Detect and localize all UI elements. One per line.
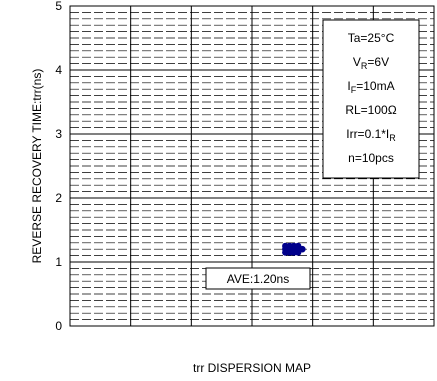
annotation-box xyxy=(205,267,311,290)
y-tick-label: 4 xyxy=(55,63,62,77)
y-tick-label: 2 xyxy=(55,191,62,205)
condition-line: IF=10mA xyxy=(347,79,394,95)
data-points xyxy=(282,242,306,256)
condition-line: Ta=25°C xyxy=(348,31,395,45)
conditions-legend: Ta=25°C VR=6V IF=10mA RL=100Ω Irr=0.1*IR n=10… xyxy=(322,19,420,179)
y-tick-label: 3 xyxy=(55,127,62,141)
x-axis-label: trr DISPERSION MAP xyxy=(193,361,311,375)
data-point xyxy=(294,249,302,256)
plot-frame xyxy=(69,5,435,327)
y-axis-label: REVERSE RECOVERY TIME:trr(ns) xyxy=(30,69,44,264)
average-annotation: AVE:1.20ns xyxy=(205,267,311,290)
y-tick-label: 5 xyxy=(55,0,62,13)
y-tick-label: 1 xyxy=(55,255,62,269)
condition-line: RL=100Ω xyxy=(345,103,396,117)
y-tick-labels: 0 1 2 3 4 5 xyxy=(55,0,62,333)
condition-line: n=10pcs xyxy=(348,151,394,165)
legend-box xyxy=(322,19,420,179)
annotation-text: AVE:1.20ns xyxy=(227,272,289,286)
condition-line: VR=6V xyxy=(353,55,389,71)
condition-line: Irr=0.1*IR xyxy=(346,127,396,143)
y-tick-label: 0 xyxy=(55,319,62,333)
